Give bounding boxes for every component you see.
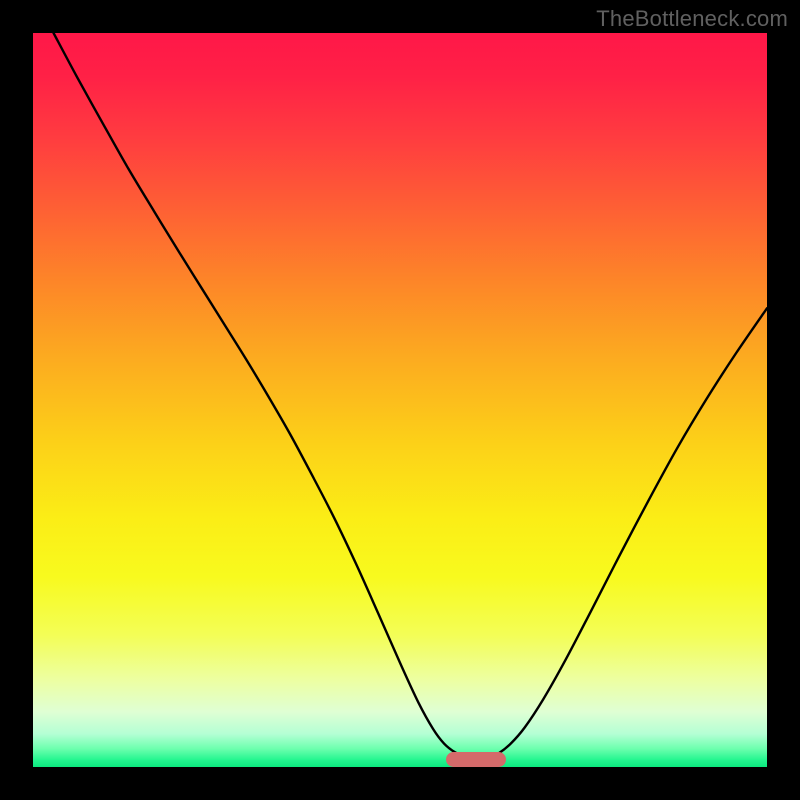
plot-area [33,33,767,767]
bottleneck-marker [446,752,506,767]
watermark-text: TheBottleneck.com [596,6,788,32]
chart-frame: TheBottleneck.com [0,0,800,800]
bottleneck-curve [33,33,767,767]
